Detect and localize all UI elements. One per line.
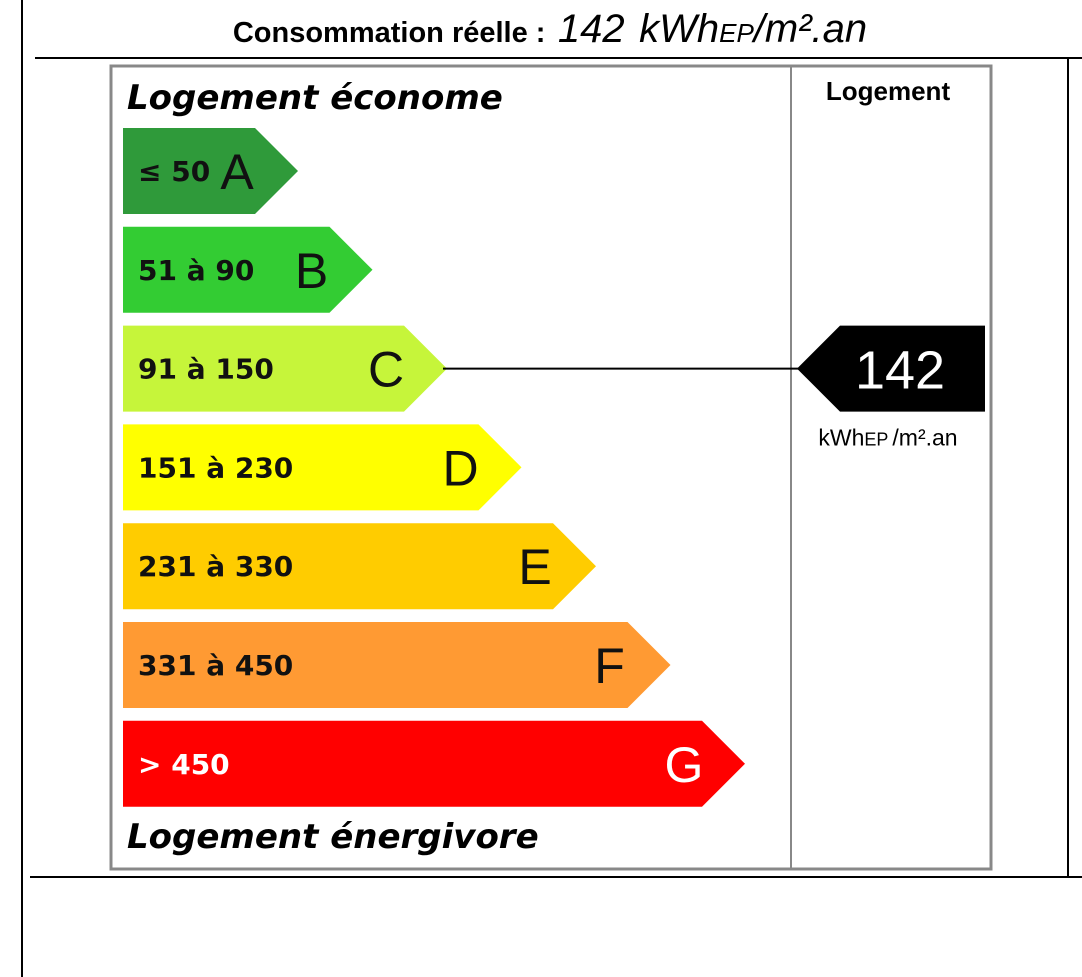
header-value: 142: [558, 7, 625, 51]
class-bar: [123, 325, 447, 412]
class-range: ≤ 50: [138, 155, 210, 188]
header-unit: kWh: [639, 7, 719, 51]
header-label: Consommation réelle :: [233, 17, 546, 49]
bottom-caption: Logement énergivore: [127, 817, 539, 857]
marker-unit: kWhEP/m².an: [818, 425, 957, 451]
classes: ≤ 50 A 51 à 90 B 91 à 150 C 151 à 230 D 231 à 33…: [123, 128, 745, 807]
class-letter: D: [442, 440, 478, 496]
header-unit-sub: EP: [719, 18, 754, 48]
class-bar: [123, 622, 671, 708]
class-letter: C: [368, 342, 404, 398]
class-bar: [123, 523, 596, 610]
marker-value: 142: [855, 341, 945, 401]
marker-unit-rest: /m².an: [892, 425, 957, 451]
marker-arrow: [797, 325, 985, 412]
marker-unit-main: kWh: [818, 425, 864, 451]
class-range: 231 à 330: [138, 550, 293, 583]
class-bar: [123, 424, 522, 511]
class-letter: F: [594, 638, 625, 694]
class-range: 151 à 230: [138, 451, 293, 484]
class-letter: B: [295, 243, 328, 299]
label-box: [109, 64, 993, 871]
class-letter: E: [518, 539, 551, 595]
class-bar: [123, 128, 298, 214]
class-bar: [123, 720, 745, 807]
header-unit-rest: /m².an: [751, 7, 867, 51]
class-range: 51 à 90: [138, 254, 254, 287]
class-range: 91 à 150: [138, 353, 274, 386]
marker-unit-sub: EP: [864, 430, 888, 450]
class-letter: G: [665, 737, 704, 793]
header: Consommation réelle : 142 kWhEP/m².an: [233, 7, 867, 51]
class-range: 331 à 450: [138, 649, 293, 682]
class-range: > 450: [138, 748, 230, 781]
top-caption: Logement économe: [127, 78, 503, 118]
class-letter: A: [220, 144, 254, 200]
column-header: Logement: [826, 76, 951, 106]
class-bar: [123, 226, 373, 313]
